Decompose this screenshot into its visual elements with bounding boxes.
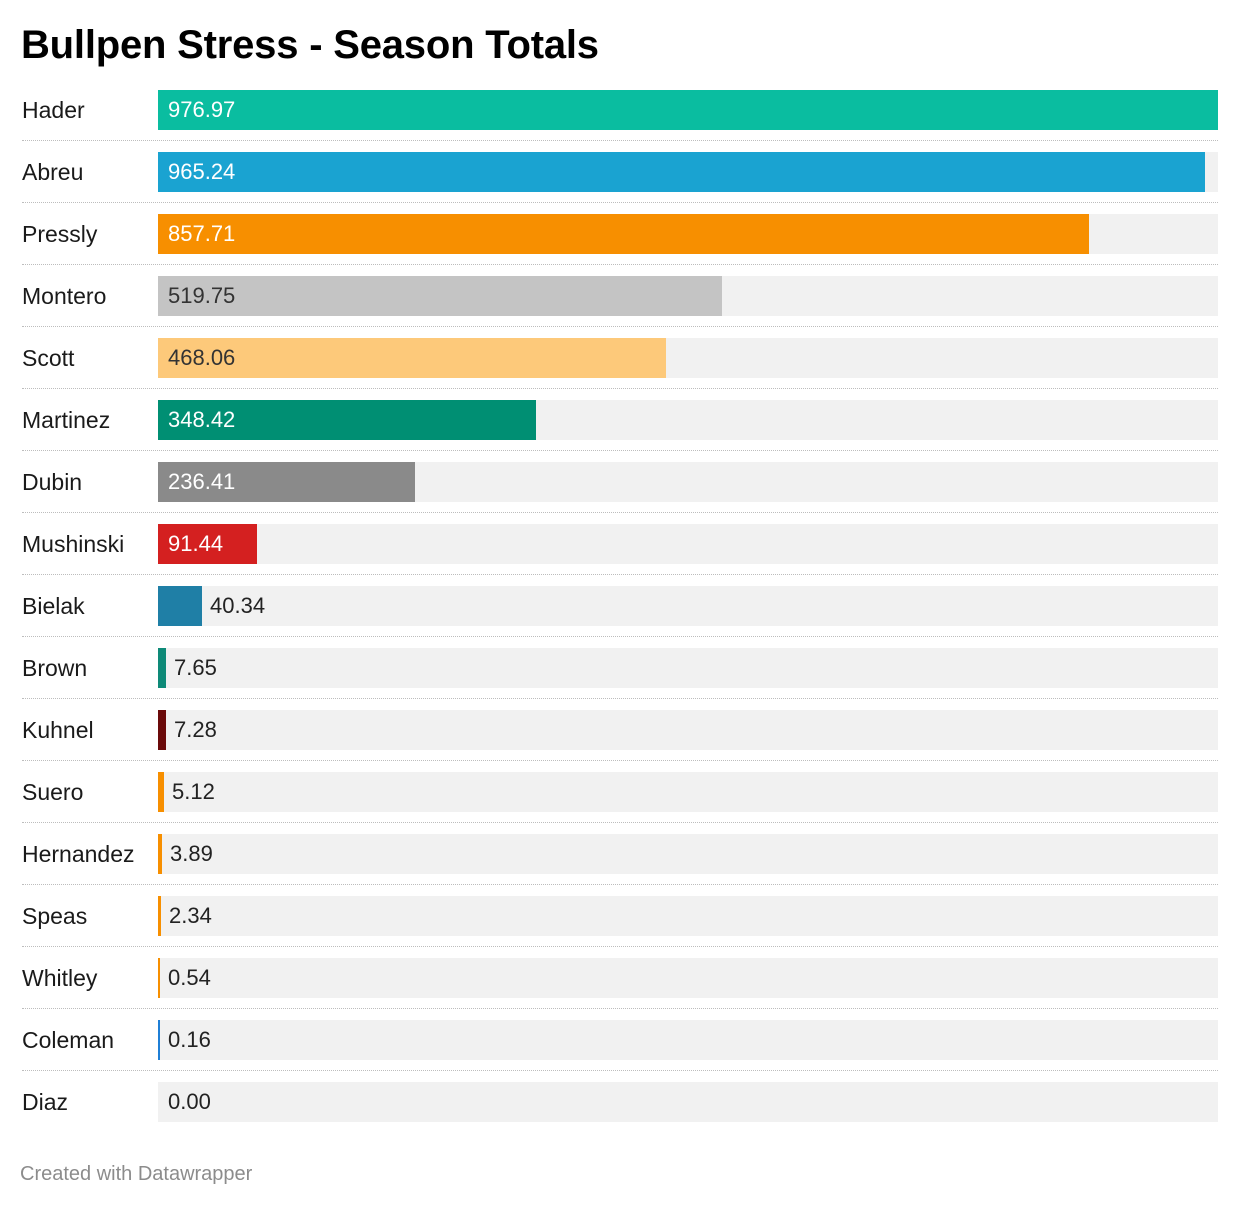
bar <box>158 338 666 378</box>
category-label: Pressly <box>22 221 98 247</box>
chart-row: Hernandez 3.89 <box>22 823 1218 885</box>
bar <box>158 90 1218 130</box>
bar-track: 7.28 <box>158 710 1218 750</box>
bar-track: 0.54 <box>158 958 1218 998</box>
category-label: Bielak <box>22 593 85 619</box>
category-label: Hernandez <box>22 841 135 867</box>
chart-row: Speas 2.34 <box>22 885 1218 947</box>
bar-track: 2.34 <box>158 896 1218 936</box>
value-label: 0.00 <box>168 1089 211 1114</box>
chart-row: Scott 468.06 <box>22 327 1218 389</box>
chart-row: Brown 7.65 <box>22 637 1218 699</box>
bar <box>158 648 166 688</box>
value-label: 7.65 <box>174 655 217 680</box>
value-label: 348.42 <box>168 407 236 432</box>
value-label: 5.12 <box>172 779 215 804</box>
category-label: Brown <box>22 655 88 681</box>
value-label: 40.34 <box>210 593 266 618</box>
bar-track: 519.75 <box>158 276 1218 316</box>
bar <box>158 524 257 564</box>
bar <box>158 152 1205 192</box>
category-label: Scott <box>22 345 75 371</box>
category-label: Whitley <box>22 965 98 991</box>
chart-row: Montero 519.75 <box>22 265 1218 327</box>
category-label: Abreu <box>22 159 84 185</box>
bar-track: 5.12 <box>158 772 1218 812</box>
category-label: Coleman <box>22 1027 115 1053</box>
bar-track: 976.97 <box>158 90 1218 130</box>
bar <box>158 772 164 812</box>
bar-track: 468.06 <box>158 338 1218 378</box>
category-label: Kuhnel <box>22 717 94 743</box>
category-label: Diaz <box>22 1089 69 1115</box>
value-label: 976.97 <box>168 97 236 122</box>
footer-credit: Created with Datawrapper <box>20 1163 253 1185</box>
chart-row: Abreu 965.24 <box>22 141 1218 203</box>
value-label: 857.71 <box>168 221 236 246</box>
bar-track: 965.24 <box>158 152 1218 192</box>
category-label: Montero <box>22 283 107 309</box>
value-label: 519.75 <box>168 283 236 308</box>
value-label: 965.24 <box>168 159 236 184</box>
value-label: 0.54 <box>168 965 211 990</box>
chart-row: Coleman 0.16 <box>22 1009 1218 1071</box>
category-label: Mushinski <box>22 531 125 557</box>
bar-track: 40.34 <box>158 586 1218 626</box>
chart-title: Bullpen Stress - Season Totals <box>21 23 599 67</box>
bar <box>158 834 162 874</box>
bar-track: 0.00 <box>158 1082 1218 1122</box>
bar <box>158 400 536 440</box>
value-label: 468.06 <box>168 345 236 370</box>
value-label: 91.44 <box>168 531 224 556</box>
chart-row: Pressly 857.71 <box>22 203 1218 265</box>
bar-track: 3.89 <box>158 834 1218 874</box>
bar <box>158 276 722 316</box>
bar-track: 91.44 <box>158 524 1218 564</box>
category-label: Hader <box>22 97 85 123</box>
value-label: 3.89 <box>170 841 213 866</box>
value-label: 0.16 <box>168 1027 211 1052</box>
bar <box>158 958 160 998</box>
chart-row: Mushinski 91.44 <box>22 513 1218 575</box>
category-label: Suero <box>22 779 84 805</box>
bar-track: 0.16 <box>158 1020 1218 1060</box>
bar <box>158 586 202 626</box>
category-label: Speas <box>22 903 88 929</box>
bar <box>158 462 415 502</box>
chart-row: Hader 976.97 <box>22 79 1218 141</box>
chart-row: Kuhnel 7.28 <box>22 699 1218 761</box>
value-label: 236.41 <box>168 469 236 494</box>
chart-row: Suero 5.12 <box>22 761 1218 823</box>
value-label: 2.34 <box>169 903 212 928</box>
value-label: 7.28 <box>174 717 217 742</box>
bar-track: 236.41 <box>158 462 1218 502</box>
bar <box>158 710 166 750</box>
bar-track: 857.71 <box>158 214 1218 254</box>
category-label: Dubin <box>22 469 83 495</box>
bar <box>158 214 1089 254</box>
category-label: Martinez <box>22 407 111 433</box>
bar-track: 7.65 <box>158 648 1218 688</box>
chart-row: Dubin 236.41 <box>22 451 1218 513</box>
chart-row: Whitley 0.54 <box>22 947 1218 1009</box>
bar-track: 348.42 <box>158 400 1218 440</box>
bar <box>158 896 161 936</box>
bar <box>158 1020 160 1060</box>
chart-row: Diaz 0.00 <box>22 1071 1218 1133</box>
bar-chart: Hader 976.97 Abreu 965.24 Pressly 857.71 Monte… <box>22 79 1218 1141</box>
chart-row: Bielak 40.34 <box>22 575 1218 637</box>
chart-row: Martinez 348.42 <box>22 389 1218 451</box>
